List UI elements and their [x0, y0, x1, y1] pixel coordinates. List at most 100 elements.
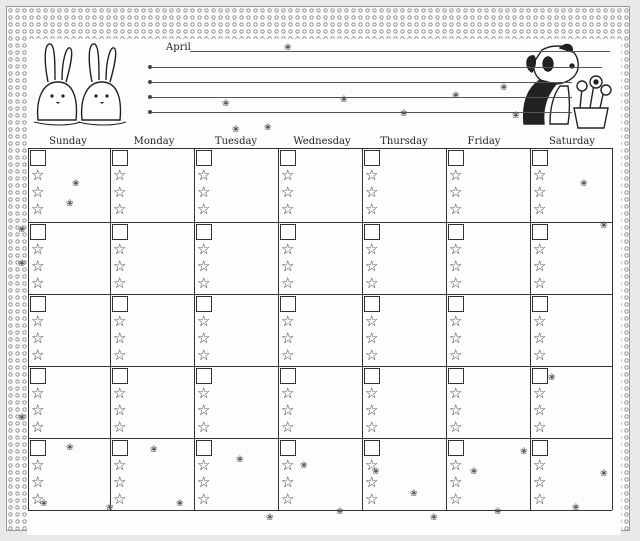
date-box[interactable]: [280, 150, 296, 166]
star-icon: ☆: [365, 384, 379, 402]
star-icon: ☆: [197, 257, 211, 275]
flower-icon: ❀: [236, 455, 244, 465]
grid-column-line: [278, 148, 279, 510]
date-box[interactable]: [364, 440, 380, 456]
star-icon: ☆: [113, 329, 127, 347]
star-icon: ☆: [31, 384, 45, 402]
star-icon: ☆: [281, 418, 295, 436]
star-icon: ☆: [113, 200, 127, 218]
star-icon: ☆: [449, 384, 463, 402]
flower-icon: ❀: [336, 507, 344, 517]
star-icon: ☆: [281, 346, 295, 364]
grid-row-line: [28, 148, 612, 149]
date-box[interactable]: [448, 368, 464, 384]
star-icon: ☆: [113, 240, 127, 258]
date-box[interactable]: [280, 296, 296, 312]
date-box[interactable]: [448, 224, 464, 240]
star-icon: ☆: [281, 274, 295, 292]
note-line-1: [152, 67, 602, 68]
star-icon: ☆: [197, 384, 211, 402]
date-box[interactable]: [280, 224, 296, 240]
flower-icon: ❀: [18, 413, 26, 423]
date-box[interactable]: [30, 368, 46, 384]
flower-icon: ❀: [264, 123, 272, 133]
date-box[interactable]: [448, 440, 464, 456]
date-box[interactable]: [30, 296, 46, 312]
flower-icon: ❀: [600, 221, 608, 231]
date-box[interactable]: [448, 296, 464, 312]
day-header-sunday: Sunday: [49, 136, 87, 147]
date-box[interactable]: [280, 440, 296, 456]
star-icon: ☆: [449, 312, 463, 330]
date-box[interactable]: [364, 296, 380, 312]
star-icon: ☆: [449, 346, 463, 364]
flower-icon: ❀: [500, 83, 508, 93]
date-box[interactable]: [364, 368, 380, 384]
star-icon: ☆: [31, 418, 45, 436]
flower-icon: ❀: [66, 443, 74, 453]
grid-column-line: [194, 148, 195, 510]
date-box[interactable]: [112, 440, 128, 456]
star-icon: ☆: [197, 312, 211, 330]
date-box[interactable]: [196, 368, 212, 384]
date-box[interactable]: [30, 150, 46, 166]
star-icon: ☆: [31, 312, 45, 330]
star-icon: ☆: [281, 384, 295, 402]
date-box[interactable]: [364, 150, 380, 166]
star-icon: ☆: [449, 240, 463, 258]
date-box[interactable]: [280, 368, 296, 384]
star-icon: ☆: [365, 200, 379, 218]
grid-column-line: [530, 148, 531, 510]
date-box[interactable]: [532, 224, 548, 240]
date-box[interactable]: [532, 440, 548, 456]
flower-icon: ❀: [410, 489, 418, 499]
date-box[interactable]: [112, 368, 128, 384]
star-icon: ☆: [31, 329, 45, 347]
star-icon: ☆: [197, 329, 211, 347]
grid-row-line: [28, 294, 612, 295]
note-line-3: [152, 97, 572, 98]
date-box[interactable]: [364, 224, 380, 240]
date-box[interactable]: [112, 296, 128, 312]
star-icon: ☆: [449, 257, 463, 275]
date-box[interactable]: [112, 224, 128, 240]
star-icon: ☆: [197, 490, 211, 508]
star-icon: ☆: [533, 418, 547, 436]
star-icon: ☆: [197, 183, 211, 201]
date-box[interactable]: [532, 150, 548, 166]
date-box[interactable]: [112, 150, 128, 166]
date-box[interactable]: [532, 296, 548, 312]
grid-column-line: [28, 148, 29, 510]
flower-icon: ❀: [40, 499, 48, 509]
star-icon: ☆: [281, 166, 295, 184]
star-icon: ☆: [281, 329, 295, 347]
star-icon: ☆: [197, 473, 211, 491]
flower-icon: ❀: [452, 91, 460, 101]
date-box[interactable]: [30, 224, 46, 240]
star-icon: ☆: [533, 166, 547, 184]
date-box[interactable]: [196, 440, 212, 456]
star-icon: ☆: [533, 456, 547, 474]
star-icon: ☆: [533, 240, 547, 258]
grid-column-line: [612, 148, 613, 510]
date-box[interactable]: [30, 440, 46, 456]
star-icon: ☆: [31, 240, 45, 258]
star-icon: ☆: [31, 346, 45, 364]
star-icon: ☆: [113, 346, 127, 364]
star-icon: ☆: [365, 456, 379, 474]
star-icon: ☆: [113, 166, 127, 184]
star-icon: ☆: [113, 490, 127, 508]
flower-icon: ❀: [372, 467, 380, 477]
date-box[interactable]: [196, 224, 212, 240]
star-icon: ☆: [365, 166, 379, 184]
flower-icon: ❀: [512, 111, 520, 121]
flower-icon: ❀: [284, 43, 292, 53]
date-box[interactable]: [448, 150, 464, 166]
date-box[interactable]: [196, 296, 212, 312]
star-icon: ☆: [533, 274, 547, 292]
star-icon: ☆: [31, 257, 45, 275]
date-box[interactable]: [532, 368, 548, 384]
star-icon: ☆: [449, 166, 463, 184]
star-icon: ☆: [533, 346, 547, 364]
date-box[interactable]: [196, 150, 212, 166]
